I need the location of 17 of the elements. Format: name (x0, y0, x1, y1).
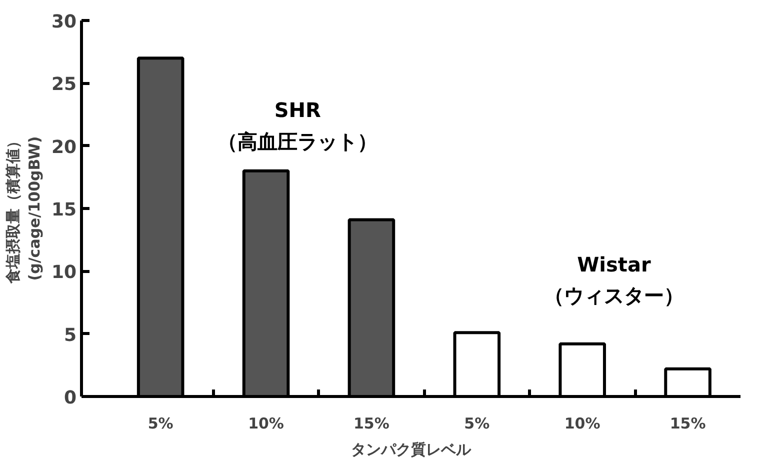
y-tick-label: 25 (51, 74, 77, 96)
series-label: Wistar （ウィスター） (544, 252, 684, 308)
y-axis-title: 食塩摂取量（積算値） (g/cage/100gBW) (4, 134, 44, 284)
y-tick-label: 5 (64, 324, 77, 346)
y-tick-label: 15 (51, 200, 77, 220)
x-tick-label: 15% (670, 414, 706, 432)
y-tick-label: 10 (51, 262, 77, 284)
x-tick-label: 10% (564, 414, 600, 432)
x-tick-label: 10% (248, 414, 284, 432)
x-tick-label: 15% (354, 414, 390, 432)
x-axis-title: タンパク質レベル (351, 440, 472, 458)
series-label: SHR （高血圧ラット） (218, 98, 378, 154)
y-tick-label: 20 (51, 136, 77, 158)
y-tick-label: 0 (64, 388, 77, 408)
x-tick-label: 5% (148, 414, 174, 432)
x-tick-label: 5% (464, 414, 490, 432)
y-tick-label: 30 (51, 12, 77, 32)
